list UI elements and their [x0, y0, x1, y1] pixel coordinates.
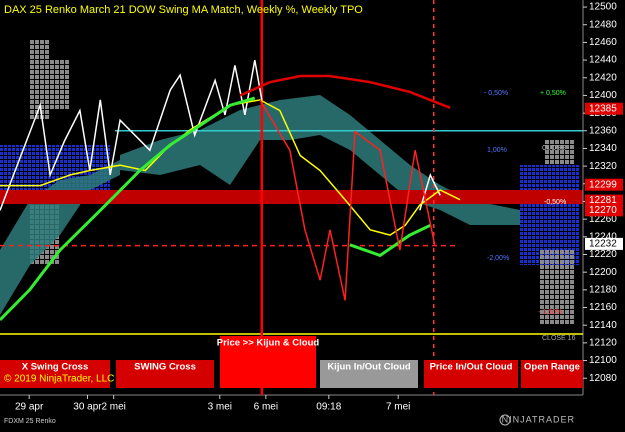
button-bg [320, 360, 418, 388]
tpo-blue [520, 165, 580, 265]
y-tick-label: 12240 [589, 231, 617, 242]
annotation: - 0,50% [484, 90, 508, 97]
x-tick-label: 6 mei [254, 402, 278, 413]
annotation: -0,50% [544, 199, 566, 206]
x-tick-label: 30 apr [73, 402, 102, 413]
y-tick-label: 12220 [589, 249, 617, 260]
annotation: + 0,50% [540, 90, 566, 97]
button[interactable]: SWING Cross [116, 360, 214, 388]
y-tick-label: 12440 [589, 55, 617, 66]
tpo-gray [30, 40, 50, 120]
y-tick-label: 12480 [589, 19, 617, 30]
instrument: FDXM 25 Renko [4, 418, 56, 425]
logo-icon [499, 414, 511, 426]
y-tick-label: 12260 [589, 214, 617, 225]
y-tick-label: 12120 [589, 338, 617, 349]
price-marker-label: 12281 [589, 195, 617, 206]
y-tick-label: 12160 [589, 302, 617, 313]
series-line [0, 59, 441, 211]
button[interactable]: Price In/Out Cloud [424, 360, 518, 388]
y-tick-label: 12360 [589, 125, 617, 136]
tpo-gray [50, 60, 70, 110]
x-tick-label: 2 mei [101, 402, 125, 413]
button-label: Price >> Kijun & Cloud [217, 338, 320, 349]
price-marker-label: 12232 [589, 239, 617, 250]
x-tick-label: 7 mei [386, 402, 410, 413]
button-label: Open Range [524, 362, 580, 373]
x-tick-label: 3 mei [208, 402, 232, 413]
x-tick-label: 29 apr [15, 402, 44, 413]
chart-title: DAX 25 Renko March 21 DOW Swing MA Match… [4, 4, 363, 16]
y-tick-label: 12200 [589, 267, 617, 278]
annotation: CLOSE [542, 145, 566, 152]
price-marker [585, 178, 623, 191]
copyright: © 2019 NinjaTrader, LLC [4, 374, 114, 385]
button-label: SWING Cross [134, 362, 196, 373]
tpo-gray [545, 140, 575, 165]
y-tick-label: 12080 [589, 373, 617, 384]
y-tick-label: 12320 [589, 161, 617, 172]
price-marker-label: 12299 [589, 179, 617, 190]
button-bg [424, 360, 518, 388]
y-tick-label: 12140 [589, 320, 617, 331]
price-marker [585, 102, 623, 115]
price-marker-label: 12270 [589, 205, 617, 216]
price-marker [585, 237, 623, 250]
tpo-gray [540, 250, 575, 325]
price-marker-label: 12385 [589, 103, 617, 114]
button-bg [0, 360, 110, 388]
button-bg [116, 360, 214, 388]
series-line [239, 74, 451, 109]
y-tick-label: 12460 [589, 37, 617, 48]
y-tick-label: 12100 [589, 355, 617, 366]
annotation: 1,00% [487, 147, 507, 154]
series-line [0, 96, 431, 321]
y-tick-label: 12400 [589, 90, 617, 101]
y-tick-label: 12340 [589, 143, 617, 154]
annotation: -2,00% [487, 255, 509, 262]
button-bg [220, 336, 316, 388]
price-marker [585, 204, 623, 217]
button-label: X Swing Cross [22, 362, 89, 373]
button-bg [521, 360, 583, 388]
button[interactable]: Open Range [521, 360, 583, 388]
y-tick-label: 12420 [589, 72, 617, 83]
annotation: - 1,50% [538, 309, 562, 316]
series-line [259, 99, 436, 301]
logo: NINJATRADER [502, 414, 575, 424]
y-tick-label: 12500 [589, 2, 617, 13]
button-label: Kijun In/Out Cloud [327, 362, 411, 373]
y-tick-label: 12180 [589, 284, 617, 295]
level-band [0, 190, 583, 204]
button[interactable]: Kijun In/Out Cloud [320, 360, 418, 388]
annotation: CLOSE 16 [542, 335, 576, 342]
button[interactable]: X Swing Cross [0, 360, 110, 388]
button-label: Price In/Out Cloud [430, 362, 513, 373]
x-tick-label: 09:18 [316, 402, 341, 413]
button[interactable]: Price >> Kijun & Cloud [217, 336, 320, 388]
price-marker [585, 194, 623, 207]
